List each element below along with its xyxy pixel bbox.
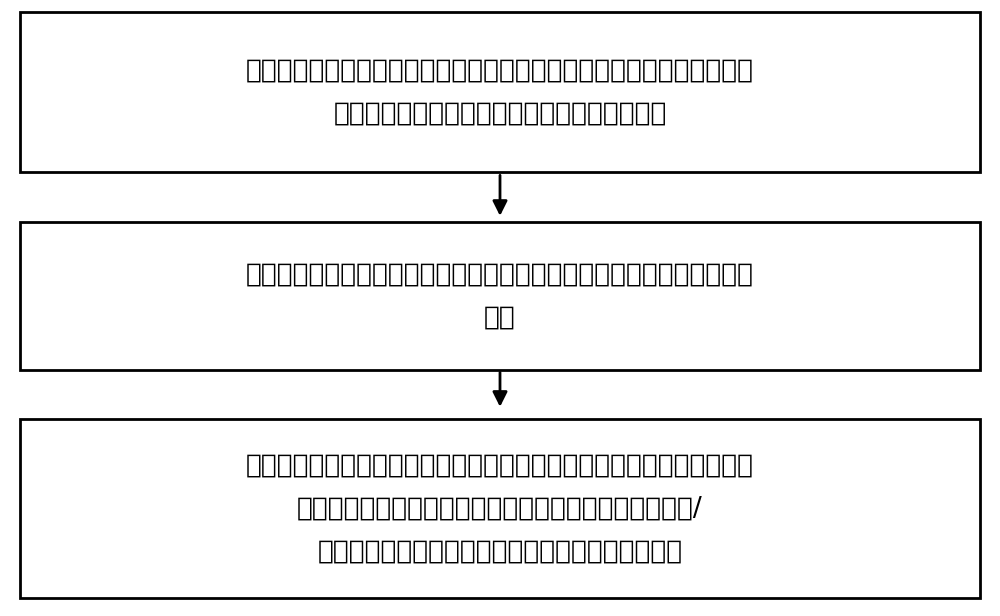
Text: 断状态表具有标示不同中断类型的中断类型字段: 断状态表具有标示不同中断类型的中断类型字段 bbox=[333, 101, 667, 127]
FancyBboxPatch shape bbox=[20, 12, 980, 172]
Text: 芯片中配置若干个中断状态表，每个所述中断状态表对应一安全通道，中: 芯片中配置若干个中断状态表，每个所述中断状态表对应一安全通道，中 bbox=[246, 58, 754, 84]
Text: 新的不同类型中断时，芯片更新中断类型字段并上报，和/: 新的不同类型中断时，芯片更新中断类型字段并上报，和/ bbox=[297, 495, 703, 521]
FancyBboxPatch shape bbox=[20, 222, 980, 370]
Text: 芯片根据每个中断状态表中中断类型字段产生相应中断并上报至芯片的上: 芯片根据每个中断状态表中中断类型字段产生相应中断并上报至芯片的上 bbox=[246, 261, 754, 287]
Text: 或者安全通道产生相同类型中断时，芯片不重复上报: 或者安全通道产生相同类型中断时，芯片不重复上报 bbox=[317, 538, 683, 564]
FancyBboxPatch shape bbox=[20, 419, 980, 598]
Text: 判断是否存在已上报且芯片的上位机未处理的中断，若是，安全通道产生: 判断是否存在已上报且芯片的上位机未处理的中断，若是，安全通道产生 bbox=[246, 452, 754, 478]
Text: 位机: 位机 bbox=[484, 304, 516, 330]
